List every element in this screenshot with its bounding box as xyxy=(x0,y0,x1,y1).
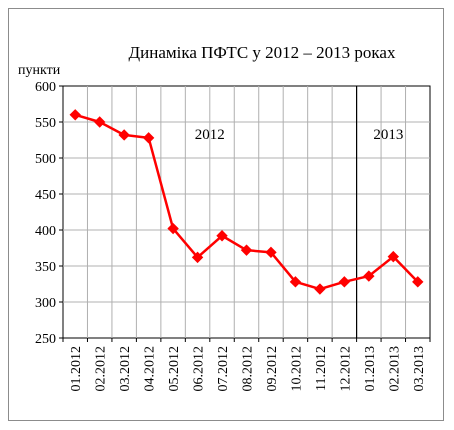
x-tick-label: 09.2012 xyxy=(265,346,280,392)
data-point-marker xyxy=(240,244,253,256)
year-annotation: 2013 xyxy=(373,127,403,143)
y-tick-label: 500 xyxy=(35,152,56,167)
data-point-marker xyxy=(265,246,277,259)
data-point-marker xyxy=(412,276,424,288)
x-tick-label: 11.2012 xyxy=(314,346,329,391)
data-point-marker xyxy=(216,230,228,242)
plot-area xyxy=(62,85,431,339)
x-tick-label: 08.2012 xyxy=(241,346,256,392)
y-tick-label: 400 xyxy=(35,224,56,239)
x-axis-ticks: 01.2012 02.2012 03.2012 04.2012 05.2012 06.20… xyxy=(62,338,431,392)
x-tick-label: 10.2012 xyxy=(289,346,304,392)
series-markers xyxy=(69,109,424,295)
data-point-marker xyxy=(191,251,204,264)
data-point-marker xyxy=(314,283,326,295)
y-tick-label: 600 xyxy=(35,80,56,95)
data-point-marker xyxy=(142,132,155,144)
data-point-marker xyxy=(289,276,302,288)
y-tick-label: 350 xyxy=(35,260,56,275)
y-tick-label: 450 xyxy=(35,188,56,203)
x-tick-label: 02.2012 xyxy=(94,346,109,392)
x-tick-label: 01.2012 xyxy=(69,346,84,392)
data-point-marker xyxy=(118,129,130,141)
x-tick-label: 04.2012 xyxy=(143,346,158,392)
annotations: 2012 2013 xyxy=(195,127,404,143)
y-tick-label: 550 xyxy=(35,116,56,131)
x-tick-label: 06.2012 xyxy=(192,346,207,392)
y-tick-label: 250 xyxy=(35,332,56,347)
y-axis-ticks: 250 300 350 400 450 500 550 600 xyxy=(35,80,63,347)
x-tick-label: 01.2013 xyxy=(363,346,378,392)
x-tick-label: 03.2013 xyxy=(412,346,427,392)
x-tick-label: 07.2012 xyxy=(216,346,231,392)
data-point-marker xyxy=(167,222,179,235)
y-tick-label: 300 xyxy=(35,296,56,311)
data-point-marker xyxy=(363,270,375,282)
x-tick-label: 05.2012 xyxy=(167,346,182,392)
x-tick-label: 02.2013 xyxy=(387,346,402,392)
year-annotation: 2012 xyxy=(195,127,225,143)
y-axis-label: пункти xyxy=(18,63,61,78)
x-tick-label: 03.2012 xyxy=(118,346,133,392)
x-tick-label: 12.2012 xyxy=(338,346,353,392)
chart-title: Динаміка ПФТС у 2012 – 2013 роках xyxy=(129,43,396,62)
plot-border xyxy=(62,85,431,339)
data-point-marker xyxy=(93,116,106,128)
data-point-marker xyxy=(338,276,351,288)
data-point-marker xyxy=(69,109,81,121)
data-point-marker xyxy=(387,250,400,263)
